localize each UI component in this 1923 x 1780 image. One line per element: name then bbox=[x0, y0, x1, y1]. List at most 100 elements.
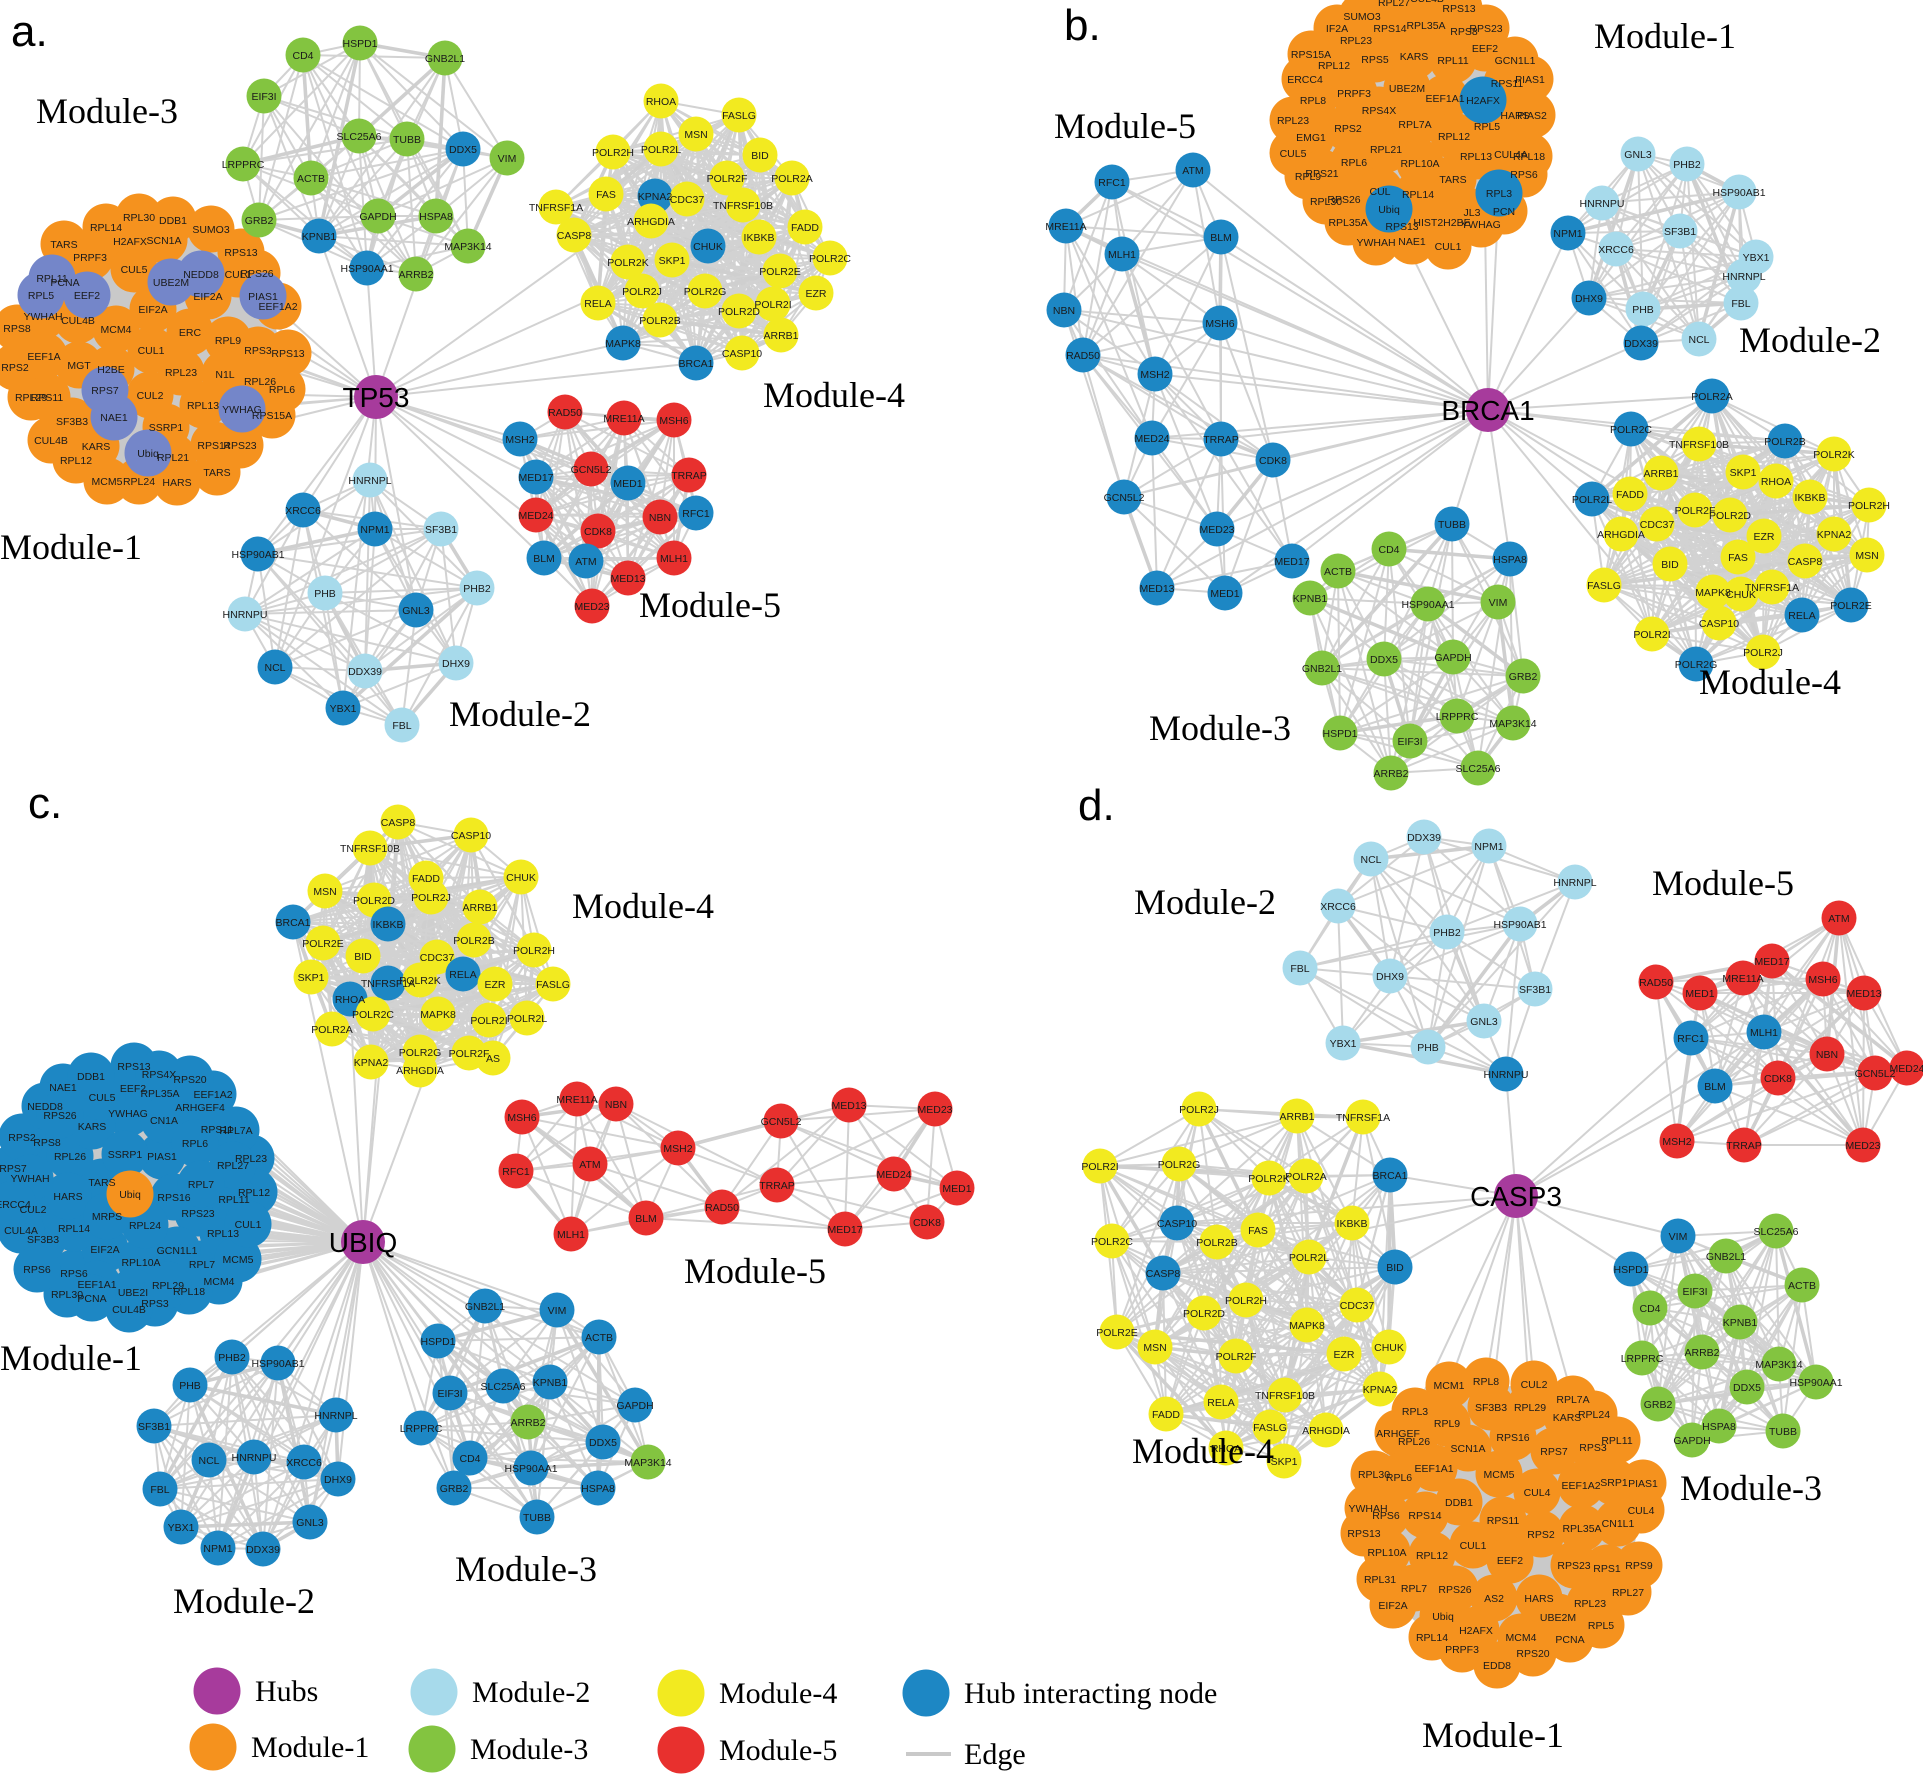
svg-text:CASP10: CASP10 bbox=[1157, 1218, 1197, 1230]
svg-text:ARRB2: ARRB2 bbox=[510, 1417, 545, 1429]
svg-text:HSP90AB1: HSP90AB1 bbox=[1493, 919, 1546, 931]
svg-text:RPL23: RPL23 bbox=[165, 367, 197, 379]
svg-text:ARRB2: ARRB2 bbox=[1684, 1347, 1719, 1359]
svg-text:Hub interacting node: Hub interacting node bbox=[964, 1677, 1217, 1710]
svg-text:HNRNPL: HNRNPL bbox=[348, 475, 391, 487]
svg-text:ARRB1: ARRB1 bbox=[763, 330, 798, 342]
svg-text:RPL3: RPL3 bbox=[1402, 1406, 1428, 1418]
svg-text:ERCC4: ERCC4 bbox=[0, 1199, 31, 1211]
svg-text:Module-5: Module-5 bbox=[684, 1251, 826, 1291]
svg-text:POLR2C: POLR2C bbox=[352, 1009, 394, 1021]
svg-text:POLR2J: POLR2J bbox=[1743, 647, 1783, 659]
svg-text:EEF1A2: EEF1A2 bbox=[1561, 1480, 1600, 1492]
svg-text:RPL9: RPL9 bbox=[1295, 171, 1321, 183]
svg-text:Module-3: Module-3 bbox=[455, 1549, 597, 1589]
svg-text:PHB: PHB bbox=[314, 588, 336, 600]
svg-text:POLR2C: POLR2C bbox=[1091, 1236, 1133, 1248]
svg-text:MED13: MED13 bbox=[1139, 583, 1174, 595]
svg-text:RPS16: RPS16 bbox=[157, 1192, 190, 1204]
svg-text:FASLG: FASLG bbox=[536, 979, 570, 991]
svg-text:RELA: RELA bbox=[1207, 1397, 1234, 1409]
svg-text:RPL10A: RPL10A bbox=[1367, 1547, 1406, 1559]
svg-text:RPL6: RPL6 bbox=[1341, 157, 1367, 169]
svg-text:KARS: KARS bbox=[78, 1121, 107, 1133]
svg-text:FBL: FBL bbox=[392, 720, 411, 732]
svg-text:CASP8: CASP8 bbox=[381, 817, 416, 829]
svg-text:EEF2: EEF2 bbox=[1472, 43, 1498, 55]
svg-text:RPL21: RPL21 bbox=[157, 452, 189, 464]
svg-text:NBN: NBN bbox=[605, 1099, 627, 1111]
svg-text:Ubiq: Ubiq bbox=[119, 1189, 141, 1201]
svg-text:POLR2C: POLR2C bbox=[809, 253, 851, 265]
svg-text:PHB: PHB bbox=[179, 1380, 201, 1392]
svg-text:Module-1: Module-1 bbox=[1594, 16, 1736, 56]
svg-text:DDB1: DDB1 bbox=[77, 1071, 105, 1083]
svg-text:RPL10A: RPL10A bbox=[1400, 158, 1439, 170]
svg-text:Module-3: Module-3 bbox=[1149, 708, 1291, 748]
svg-text:TNFRSF1A: TNFRSF1A bbox=[1745, 582, 1799, 594]
svg-text:b.: b. bbox=[1064, 1, 1101, 50]
svg-text:NBN: NBN bbox=[1053, 305, 1075, 317]
svg-text:POLR2L: POLR2L bbox=[641, 144, 681, 156]
svg-text:CASP10: CASP10 bbox=[722, 348, 762, 360]
svg-text:BID: BID bbox=[751, 150, 769, 162]
svg-text:RPL29: RPL29 bbox=[152, 1280, 184, 1292]
svg-text:HSP90AB1: HSP90AB1 bbox=[1712, 187, 1765, 199]
svg-text:HSP90AA1: HSP90AA1 bbox=[1789, 1377, 1842, 1389]
svg-text:CASP8: CASP8 bbox=[557, 230, 592, 242]
svg-text:SF3B1: SF3B1 bbox=[1519, 984, 1551, 996]
svg-text:HNRNPL: HNRNPL bbox=[1722, 271, 1765, 283]
svg-text:EZR: EZR bbox=[806, 288, 827, 300]
svg-text:Module-3: Module-3 bbox=[36, 91, 178, 131]
svg-text:POLR2H: POLR2H bbox=[513, 945, 555, 957]
svg-text:RPL24: RPL24 bbox=[123, 476, 155, 488]
svg-text:FBL: FBL bbox=[150, 1484, 169, 1496]
svg-text:POLR2J: POLR2J bbox=[1179, 1104, 1219, 1116]
svg-text:CHUK: CHUK bbox=[506, 872, 536, 884]
svg-text:RPL14: RPL14 bbox=[58, 1223, 90, 1235]
svg-text:RPL24: RPL24 bbox=[1578, 1409, 1610, 1421]
svg-text:MSH6: MSH6 bbox=[659, 415, 688, 427]
svg-text:CASP8: CASP8 bbox=[1146, 1268, 1181, 1280]
svg-text:BID: BID bbox=[354, 951, 372, 963]
svg-text:TUBB: TUBB bbox=[1438, 519, 1466, 531]
svg-text:MED23: MED23 bbox=[917, 1104, 952, 1116]
svg-text:KARS: KARS bbox=[1553, 1412, 1582, 1424]
svg-text:POLR2F: POLR2F bbox=[1216, 1351, 1257, 1363]
svg-text:RAD50: RAD50 bbox=[548, 407, 582, 419]
svg-text:CUL2: CUL2 bbox=[1521, 1379, 1548, 1391]
svg-text:NAE1: NAE1 bbox=[1398, 236, 1426, 248]
svg-text:VIM: VIM bbox=[1669, 1231, 1688, 1243]
svg-text:d.: d. bbox=[1078, 781, 1115, 830]
svg-text:DDX5: DDX5 bbox=[589, 1437, 617, 1449]
svg-text:c.: c. bbox=[28, 779, 62, 828]
svg-text:RPS8: RPS8 bbox=[33, 1137, 61, 1149]
svg-text:BLM: BLM bbox=[1704, 1081, 1726, 1093]
svg-text:RPL27: RPL27 bbox=[217, 1160, 249, 1172]
svg-text:EIF2A: EIF2A bbox=[90, 1244, 119, 1256]
svg-text:ARHGDIA: ARHGDIA bbox=[1302, 1425, 1350, 1437]
svg-text:CUL4B: CUL4B bbox=[34, 435, 68, 447]
svg-text:CASP10: CASP10 bbox=[451, 830, 491, 842]
svg-text:POLR2I: POLR2I bbox=[1633, 629, 1670, 641]
svg-text:FAS: FAS bbox=[1728, 552, 1748, 564]
svg-text:HSPD1: HSPD1 bbox=[1613, 1264, 1648, 1276]
svg-text:TARS: TARS bbox=[1439, 174, 1466, 186]
svg-text:TRRAP: TRRAP bbox=[1726, 1140, 1762, 1152]
svg-text:VIM: VIM bbox=[1489, 597, 1508, 609]
svg-text:MAP3K14: MAP3K14 bbox=[444, 241, 491, 253]
svg-text:GCN1L1: GCN1L1 bbox=[157, 1245, 198, 1257]
svg-text:POLR2H: POLR2H bbox=[592, 147, 634, 159]
svg-text:CDC37: CDC37 bbox=[1640, 519, 1675, 531]
svg-text:Edge: Edge bbox=[964, 1738, 1026, 1771]
svg-text:PIAS1: PIAS1 bbox=[147, 1151, 177, 1163]
svg-text:CUL4B: CUL4B bbox=[112, 1304, 146, 1316]
svg-text:Module-1: Module-1 bbox=[1422, 1715, 1564, 1755]
svg-text:PRPF3: PRPF3 bbox=[73, 252, 107, 264]
svg-text:RFC1: RFC1 bbox=[1098, 177, 1126, 189]
svg-text:MSN: MSN bbox=[684, 129, 707, 141]
svg-text:HSPA8: HSPA8 bbox=[419, 211, 453, 223]
svg-text:RPL35A: RPL35A bbox=[1562, 1523, 1601, 1535]
svg-text:RPL7A: RPL7A bbox=[1398, 119, 1431, 131]
svg-text:RAD50: RAD50 bbox=[1066, 350, 1100, 362]
